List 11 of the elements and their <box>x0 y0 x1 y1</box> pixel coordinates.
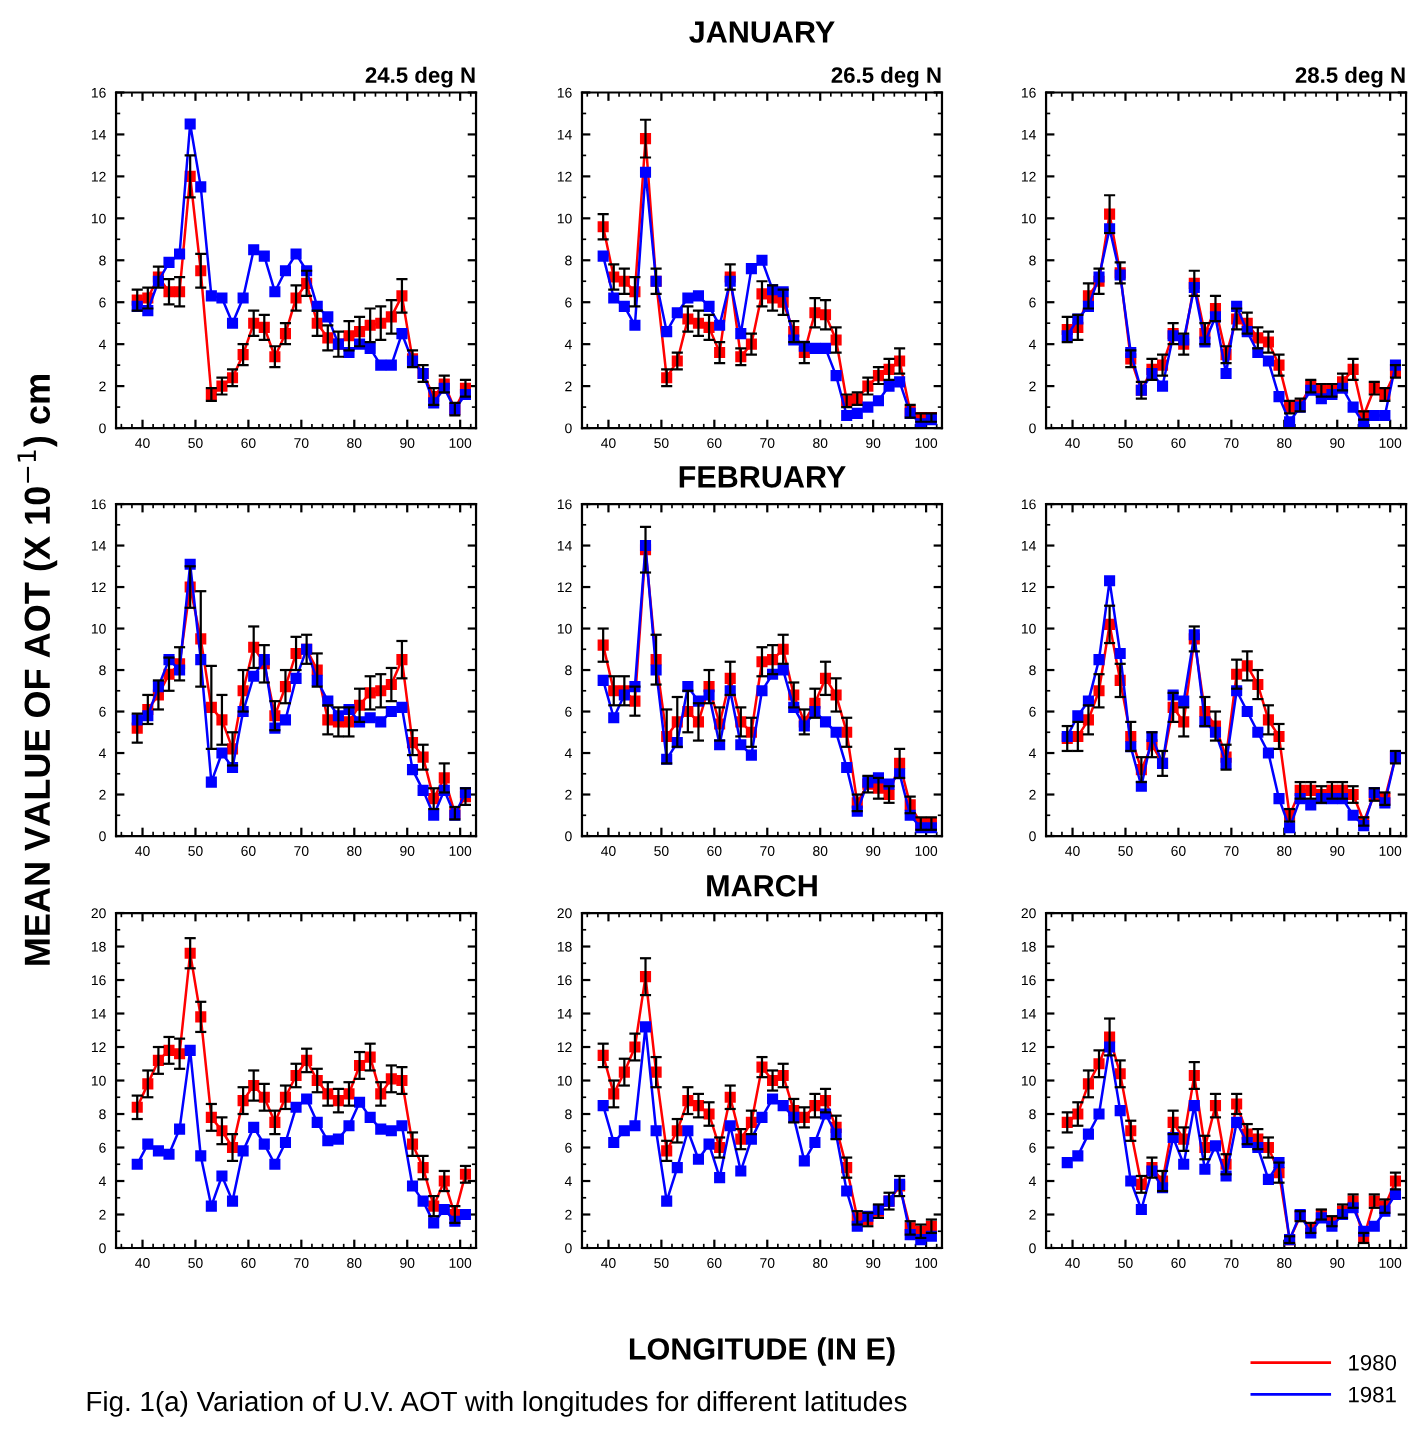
chart-title: FEBRUARY <box>679 466 846 488</box>
chart-subtitle: 28.5 deg N <box>1295 66 1405 88</box>
caption: Fig. 1(a) Variation of U.V. AOT with longitudes for different latitudes <box>87 1390 907 1417</box>
chart-subtitle: 26.5 deg N <box>831 66 941 88</box>
chart-subtitle: 24.5 deg N <box>365 66 475 88</box>
chart-title: MARCH <box>707 875 817 897</box>
legend-label: 1981 <box>1349 1386 1396 1403</box>
x-axis-title: LONGITUDE (IN E) <box>629 1337 895 1366</box>
legend-label: 1980 <box>1349 1354 1397 1371</box>
chart-title: JANUARY <box>689 21 835 43</box>
y-axis-title: MEAN VALUE OF AOT (X 10$^{−1}$) cm <box>17 375 58 965</box>
